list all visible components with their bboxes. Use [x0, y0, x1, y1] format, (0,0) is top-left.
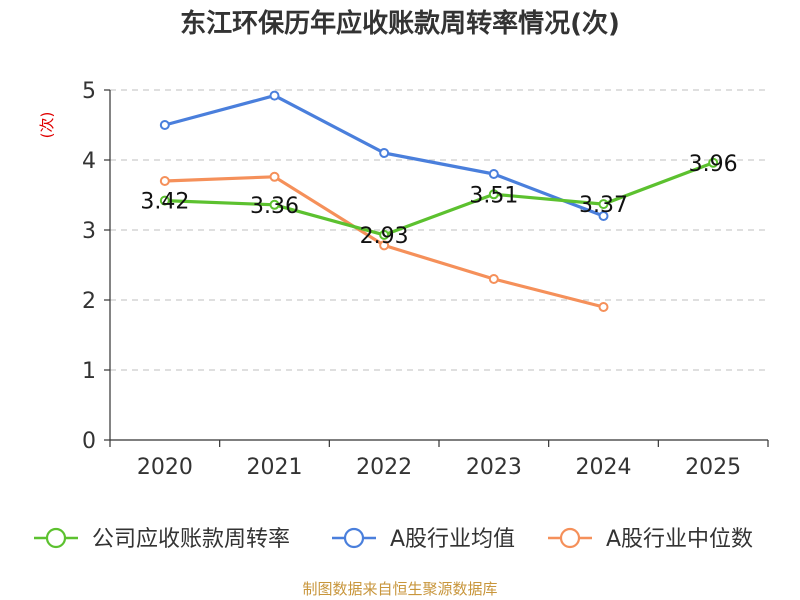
x-tick-label: 2025	[685, 455, 741, 480]
y-tick-label: 4	[82, 149, 96, 174]
y-axis-label: (次)	[38, 112, 56, 139]
data-label: 3.51	[469, 183, 518, 208]
legend-marker	[343, 527, 365, 549]
data-point-2	[488, 274, 499, 284]
legend-item-1[interactable]: A股行业均值	[332, 527, 515, 552]
legend-item-2[interactable]: A股行业中位数	[548, 527, 753, 552]
data-point-0	[488, 189, 499, 200]
x-tick-label: 2020	[137, 455, 193, 480]
data-label: 3.42	[140, 190, 189, 215]
data-point-2	[269, 171, 280, 182]
y-tick-label: 1	[82, 359, 96, 384]
x-tick-label: 2024	[576, 455, 632, 480]
grid-lines	[110, 89, 768, 371]
data-label: 3.37	[579, 193, 628, 218]
data-label: 2.93	[360, 224, 409, 249]
data-point-0	[379, 229, 390, 240]
legend-label: A股行业均值	[390, 527, 515, 552]
data-label: 3.36	[250, 194, 299, 219]
x-tick-label: 2022	[356, 455, 412, 480]
axes: 0 1 2 3 4 5 2020 2021 2022 2023 2024 2025	[82, 79, 769, 480]
legend: 公司应收账款周转率 A股行业均值 A股行业中位数	[34, 527, 753, 552]
data-point-1	[159, 120, 170, 130]
legend-marker	[45, 527, 67, 549]
series-line-0	[163, 161, 715, 237]
data-point-1	[598, 211, 609, 221]
data-point-0	[598, 199, 609, 210]
data-point-1	[269, 90, 280, 101]
data-point-0	[159, 195, 170, 206]
y-tick-label: 0	[82, 429, 96, 454]
source-note: 制图数据来自恒生聚源数据库	[302, 580, 497, 598]
data-point-2	[159, 176, 170, 186]
x-tick-label: 2021	[247, 455, 303, 480]
data-label: 3.96	[689, 152, 738, 177]
legend-label: 公司应收账款周转率	[92, 527, 290, 552]
data-point-2	[598, 302, 609, 312]
chart-title: 东江环保历年应收账款周转率情况(次)	[180, 8, 620, 39]
data-labels: 3.42 3.36 2.93 3.51 3.37 3.96	[140, 152, 737, 249]
data-point-0	[269, 199, 280, 210]
series-layer	[159, 90, 719, 312]
data-point-1	[379, 148, 390, 158]
legend-item-0[interactable]: 公司应收账款周转率	[34, 527, 290, 552]
y-tick-label: 2	[82, 289, 96, 314]
legend-label: A股行业中位数	[606, 527, 753, 552]
data-point-2	[379, 240, 390, 251]
y-tick-label: 5	[82, 79, 96, 104]
legend-marker	[559, 527, 581, 549]
data-point-1	[488, 169, 499, 179]
data-point-0	[708, 157, 719, 168]
y-tick-label: 3	[82, 219, 96, 244]
x-tick-label: 2023	[466, 455, 522, 480]
